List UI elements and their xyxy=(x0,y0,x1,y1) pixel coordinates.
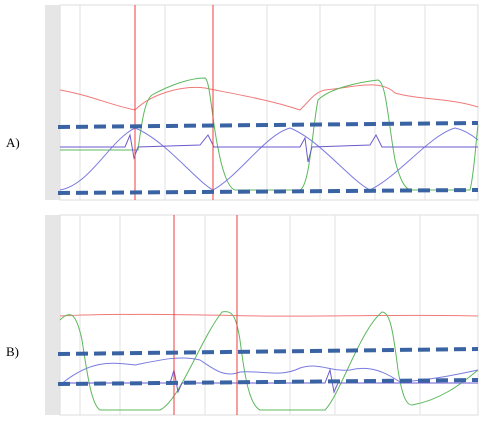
purple-trace xyxy=(60,133,478,163)
grid xyxy=(79,5,426,200)
panel-a: A) xyxy=(6,4,479,201)
threshold-line xyxy=(57,188,479,195)
panel-label: A) xyxy=(6,135,20,150)
threshold-line xyxy=(57,347,479,356)
blue-trace xyxy=(59,357,479,386)
axis-strip xyxy=(45,215,60,415)
threshold-line xyxy=(57,121,479,129)
axis-strip xyxy=(45,5,60,200)
purple-trace xyxy=(60,368,478,394)
red-trace xyxy=(59,313,479,317)
panel-label: B) xyxy=(6,344,19,359)
threshold-line xyxy=(57,378,479,386)
green-trace xyxy=(60,77,479,191)
green-trace xyxy=(59,311,479,411)
panel-b: B) xyxy=(6,214,479,416)
plot-area xyxy=(59,4,479,201)
